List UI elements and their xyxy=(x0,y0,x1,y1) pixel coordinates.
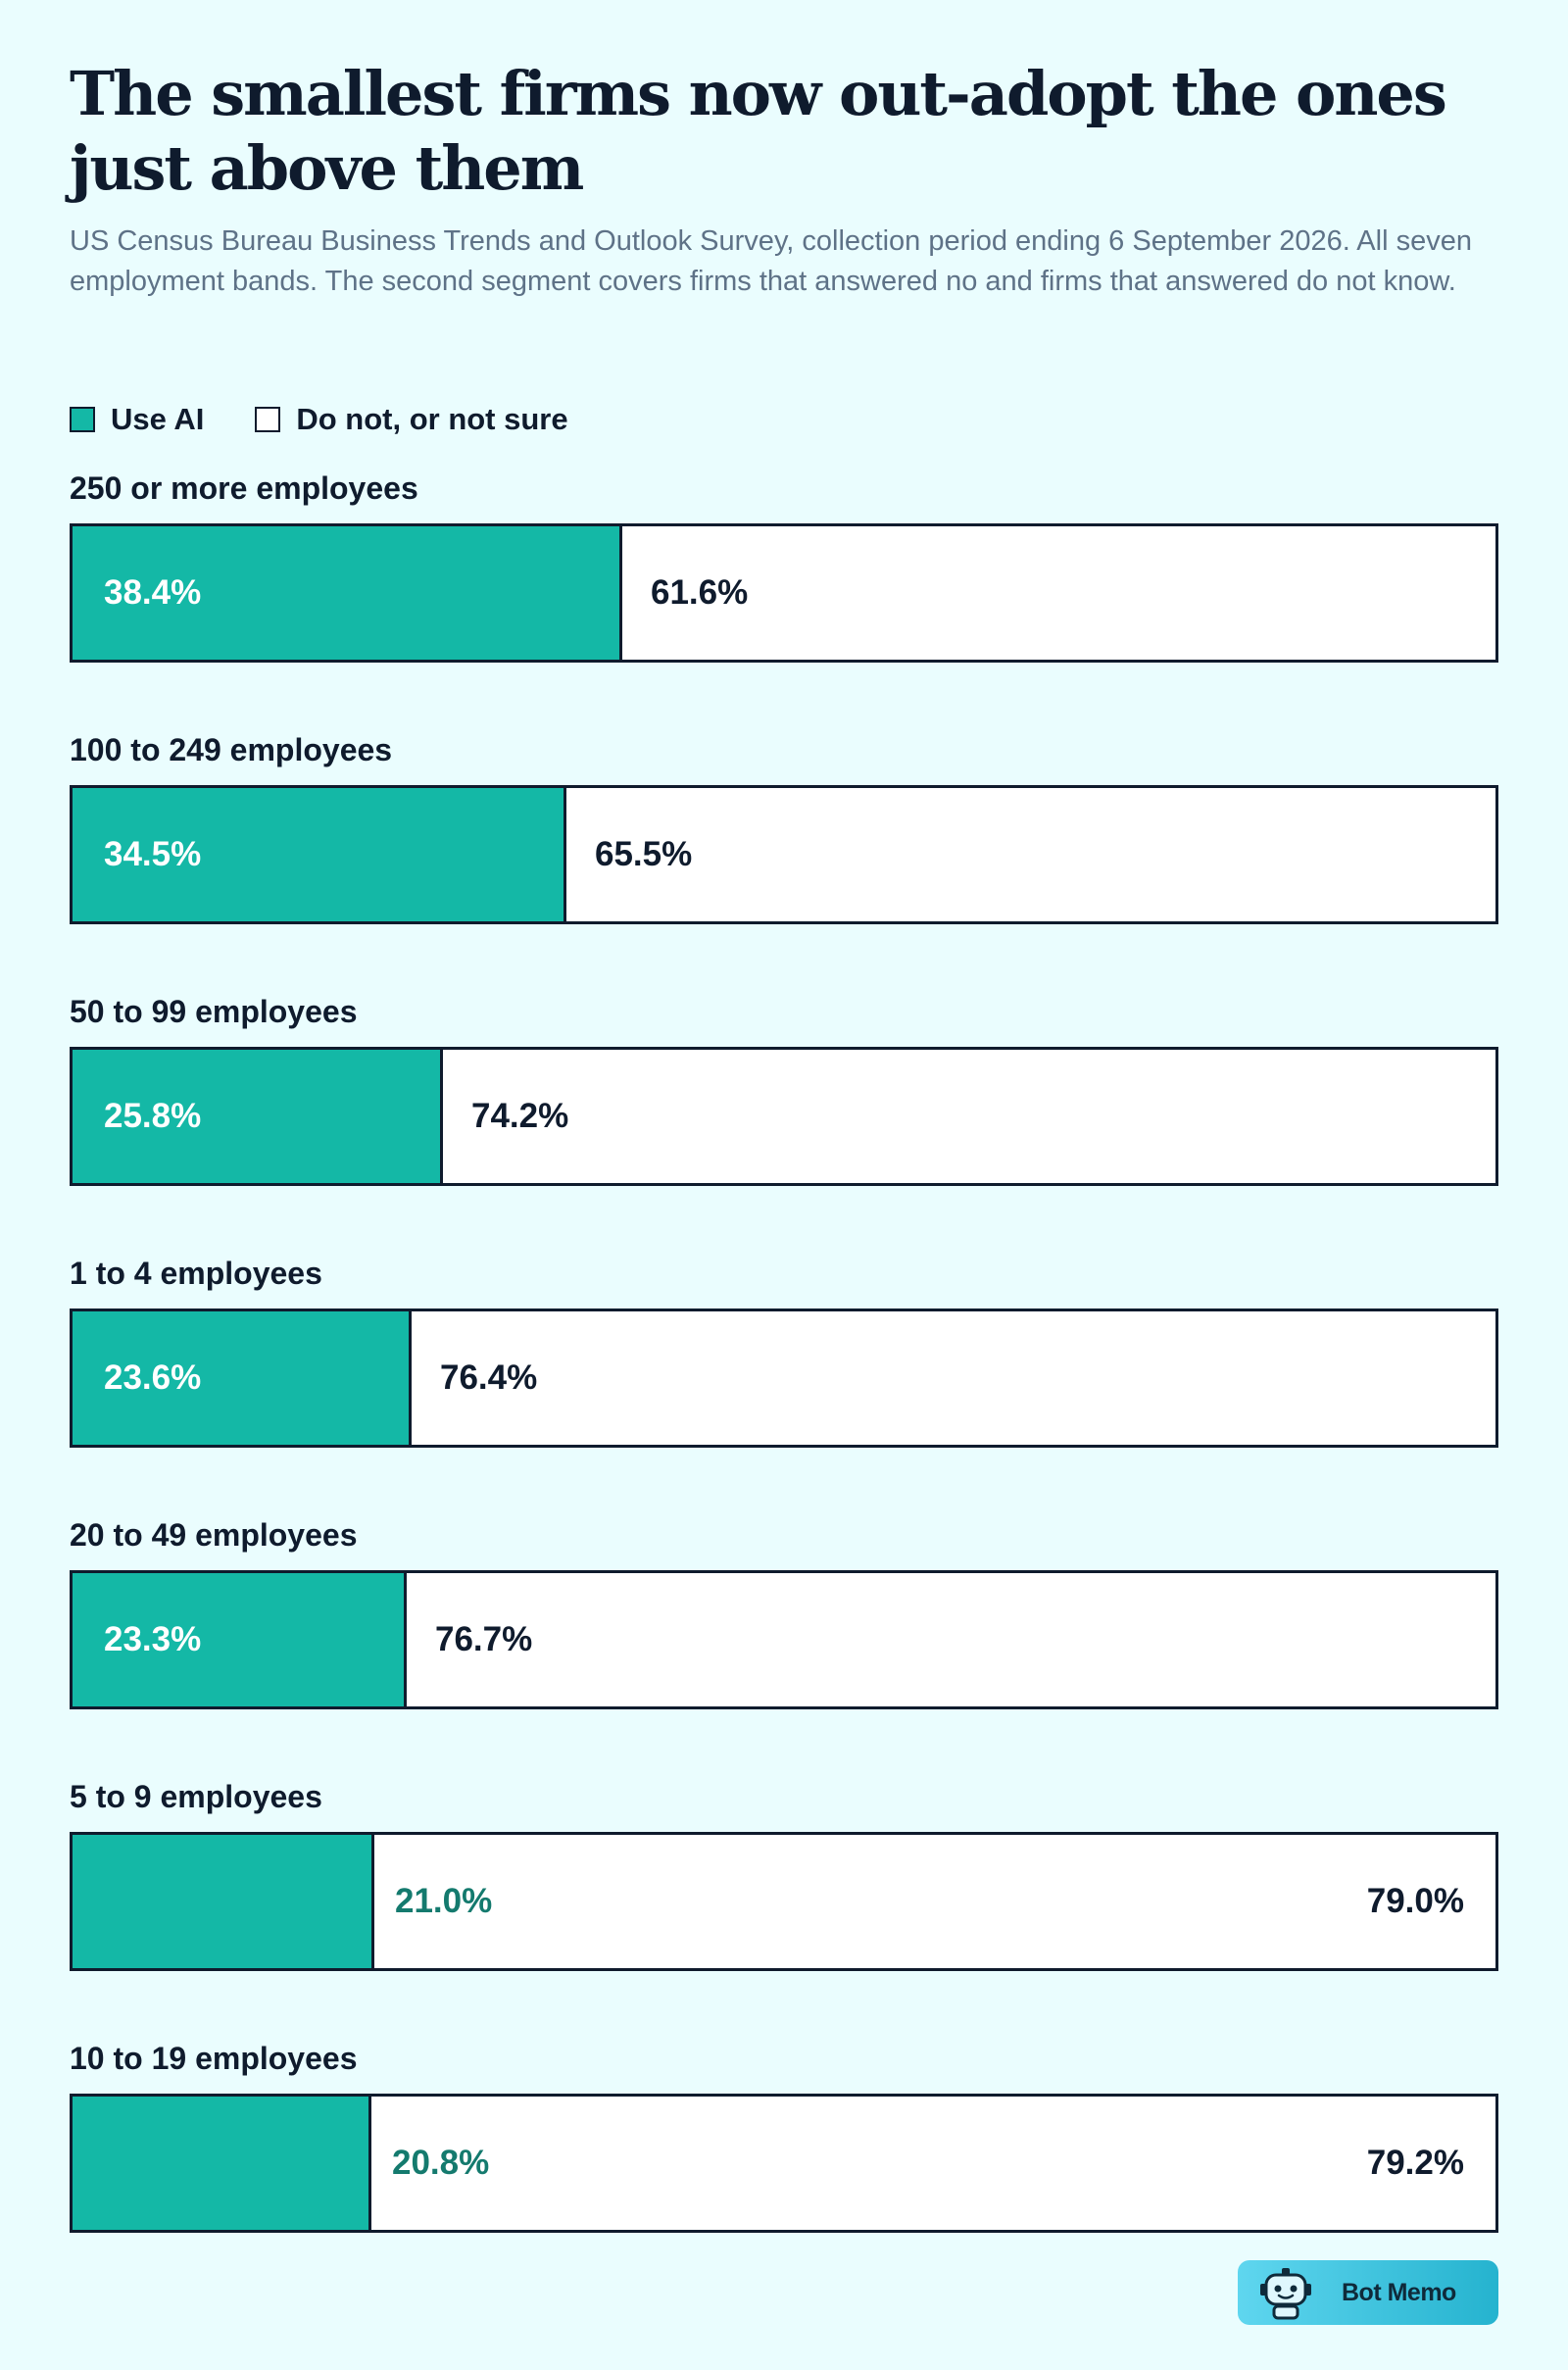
bar-segment-use-ai xyxy=(73,526,619,660)
value-label-do-not: 76.4% xyxy=(440,1358,538,1397)
value-label-do-not: 61.6% xyxy=(651,573,749,612)
bar-segment-use-ai xyxy=(73,1311,409,1445)
category-label: 20 to 49 employees xyxy=(70,1517,358,1553)
bar-segment-do-not xyxy=(371,1835,1495,1968)
legend-swatch-use xyxy=(70,407,95,432)
value-label-do-not: 79.0% xyxy=(1366,1882,1464,1920)
value-label-do-not: 76.7% xyxy=(435,1620,533,1658)
legend-item-not: Do not, or not sure xyxy=(255,402,568,437)
bar-segment-do-not xyxy=(440,1050,1495,1183)
bar-segment-use-ai xyxy=(73,2097,368,2230)
bar-segment-do-not xyxy=(404,1573,1495,1706)
stacked-bar: 23.6% 76.4% xyxy=(70,1308,1498,1448)
legend-label-not: Do not, or not sure xyxy=(296,402,568,436)
stacked-bar: 20.8% 79.2% xyxy=(70,2094,1498,2233)
stacked-bar: 25.8% 74.2% xyxy=(70,1047,1498,1186)
category-label: 250 or more employees xyxy=(70,470,418,506)
bar-segment-do-not xyxy=(564,788,1495,921)
value-label-do-not: 79.2% xyxy=(1366,2144,1464,2182)
chart-subtitle: US Census Bureau Business Trends and Out… xyxy=(70,225,1472,297)
legend-swatch-not xyxy=(255,407,281,432)
category-label: 5 to 9 employees xyxy=(70,1779,322,1814)
legend: Use AI Do not, or not sure xyxy=(70,400,568,439)
value-label-use-ai: 38.4% xyxy=(104,573,202,612)
value-label-use-ai: 21.0% xyxy=(395,1882,493,1920)
legend-item-use: Use AI xyxy=(70,402,204,437)
category-label: 50 to 99 employees xyxy=(70,994,358,1029)
bar-segment-do-not xyxy=(409,1311,1495,1445)
value-label-use-ai: 34.5% xyxy=(104,835,202,873)
brand-badge: Bot Memo xyxy=(1238,2260,1498,2325)
bar-segment-use-ai xyxy=(73,1050,440,1183)
chart-title: The smallest firms now out-adopt the one… xyxy=(70,58,1447,204)
value-label-do-not: 65.5% xyxy=(595,835,693,873)
category-label: 1 to 4 employees xyxy=(70,1256,322,1291)
value-label-use-ai: 23.3% xyxy=(104,1620,202,1658)
category-label: 100 to 249 employees xyxy=(70,732,393,767)
stacked-bar: 34.5% 65.5% xyxy=(70,785,1498,924)
bar-segment-use-ai xyxy=(73,1835,371,1968)
value-label-use-ai: 20.8% xyxy=(392,2144,490,2182)
value-label-use-ai: 25.8% xyxy=(104,1097,202,1135)
brand-label: Bot Memo xyxy=(1342,2279,1456,2306)
robot-icon xyxy=(1260,2268,1311,2320)
bar-segment-use-ai xyxy=(73,788,564,921)
legend-label-use: Use AI xyxy=(111,402,205,436)
value-label-use-ai: 23.6% xyxy=(104,1358,202,1397)
category-label: 10 to 19 employees xyxy=(70,2041,358,2076)
value-label-do-not: 74.2% xyxy=(471,1097,569,1135)
bar-segment-do-not xyxy=(368,2097,1495,2230)
bar-segment-use-ai xyxy=(73,1573,404,1706)
bar-segment-do-not xyxy=(619,526,1495,660)
stacked-bar: 23.3% 76.7% xyxy=(70,1570,1498,1709)
stacked-bar: 38.4% 61.6% xyxy=(70,523,1498,663)
stacked-bar: 21.0% 79.0% xyxy=(70,1832,1498,1971)
